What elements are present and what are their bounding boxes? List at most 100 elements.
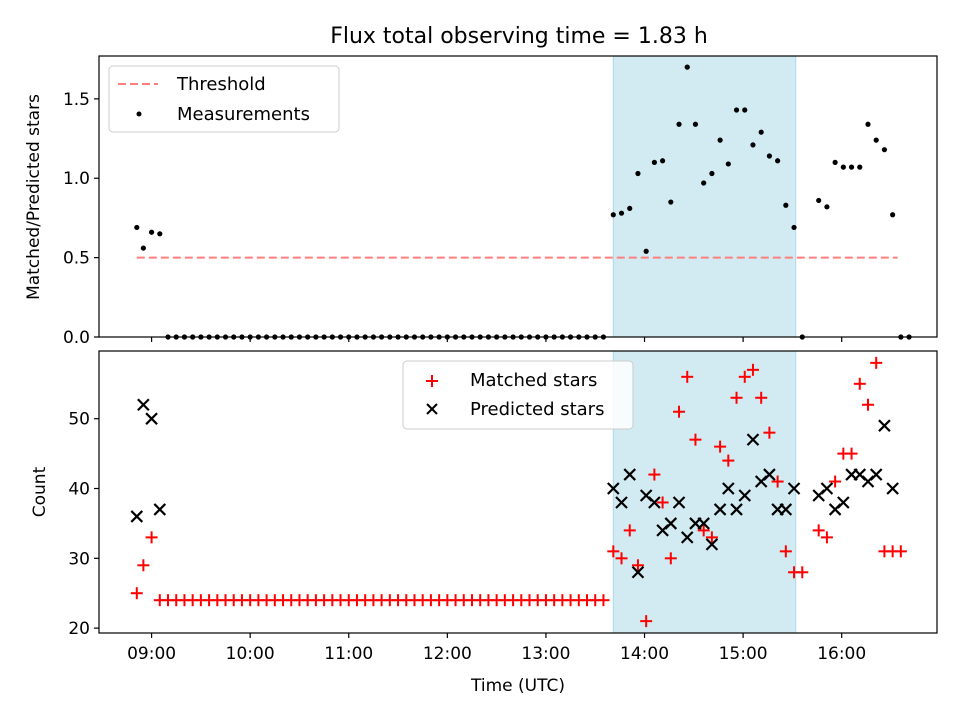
bottom-y-tick-label: 50 [68, 410, 90, 430]
bottom-y-tick-label: 20 [68, 619, 90, 639]
predicted-star-point [145, 412, 158, 425]
measurement-point [668, 199, 674, 205]
measurement-point [701, 180, 707, 186]
bottom-y-tick-label: 40 [68, 480, 90, 500]
matched-star-point [870, 356, 883, 369]
x-axis-label: Time (UTC) [470, 676, 565, 696]
top-y-tick-label: 0.5 [63, 249, 90, 269]
measurement-point [881, 147, 888, 153]
measurement-point [832, 159, 838, 165]
top-y-tick-label: 1.5 [63, 90, 90, 110]
bottom-y-axis-label: Count [30, 466, 50, 517]
measurement-point [659, 158, 666, 164]
x-tick-label: 13:00 [521, 644, 570, 664]
matched-star-point [615, 552, 628, 565]
top-axis-ticks: 0.0 0.5 1.0 1.5 [63, 90, 843, 348]
x-tick-label: 15:00 [719, 644, 768, 664]
measurement-point [840, 164, 846, 170]
top-y-tick-label: 1.0 [63, 169, 90, 189]
measurement-point [676, 121, 682, 127]
matched-star-point [631, 559, 644, 572]
predicted-star-point [763, 468, 776, 481]
measurement-point [848, 164, 855, 170]
predicted-star-point [623, 468, 637, 481]
matched-star-point [137, 559, 150, 572]
top-highlight-span [612, 55, 797, 338]
matched-star-point [796, 566, 809, 579]
predicted-star-point [886, 482, 899, 495]
measurement-point [651, 159, 657, 165]
matched-star-point [738, 370, 751, 383]
x-tick-label: 10:00 [226, 644, 275, 664]
measurement-point [816, 197, 822, 204]
predicted-legend-label: Predicted stars [470, 399, 604, 420]
predicted-star-point [705, 538, 719, 551]
measurement-point [717, 137, 723, 143]
measurement-point [750, 142, 756, 148]
matched-legend-swatch [426, 375, 438, 387]
matched-star-point [730, 391, 743, 404]
predicted-star-point [746, 433, 760, 446]
measurement-point [742, 107, 748, 113]
top-y-tick-label: 0.0 [63, 328, 90, 348]
predicted-star-point [153, 503, 167, 516]
predicted-star-point [648, 496, 661, 509]
matched-star-point [656, 496, 669, 509]
predicted-star-point [664, 517, 678, 530]
measurement-points [134, 64, 912, 340]
matched-star-point [664, 552, 677, 565]
matched-star-point [763, 426, 776, 439]
count-points [130, 356, 907, 628]
top-y-axis-label: Matched/Predicted stars [24, 94, 44, 300]
x-tick-label: 16:00 [817, 644, 866, 664]
matched-star-point [145, 531, 158, 544]
matched-star-point [779, 545, 792, 558]
measurement-point [618, 210, 625, 216]
matched-star-point [853, 377, 866, 390]
bottom-highlight-span [612, 350, 797, 634]
measurement-point [865, 121, 871, 127]
bottom-axis-ticks: 20 30 40 50 09:00 10:00 11:00 12:00 13:00 14:00 15… [68, 410, 866, 664]
predicted-star-point [607, 482, 620, 495]
measurement-point [733, 107, 740, 113]
predicted-star-point [722, 482, 735, 495]
predicted-star-point [779, 503, 793, 516]
x-tick-label: 12:00 [423, 644, 472, 664]
x-tick-label: 11:00 [324, 644, 373, 664]
measurement-point [140, 245, 146, 251]
matched-star-point [607, 545, 620, 558]
predicted-star-point [730, 503, 743, 516]
measurements-legend-swatch [136, 111, 142, 117]
predicted-star-point [680, 531, 694, 544]
measurement-point [635, 170, 641, 177]
predicted-star-point [631, 565, 645, 579]
x-tick-label: 09:00 [127, 644, 176, 664]
threshold-legend-label: Threshold [176, 74, 266, 95]
predicted-star-point [787, 482, 801, 495]
matched-star-point [746, 363, 759, 376]
matched-legend-label: Matched stars [470, 370, 597, 391]
matched-star-point [640, 615, 653, 628]
matched-star-point [130, 587, 143, 600]
predicted-star-point [130, 510, 144, 523]
matched-star-point [820, 531, 833, 544]
measurement-point [873, 137, 879, 143]
top-legend: Threshold Measurements [108, 65, 340, 133]
predicted-star-point [837, 496, 850, 509]
matched-star-point [623, 524, 636, 537]
matched-star-point [722, 454, 735, 467]
bottom-legend-box [402, 360, 634, 430]
matched-star-point [771, 475, 784, 488]
chart-title: Flux total observing time = 1.83 h [330, 24, 708, 49]
predicted-star-point [738, 489, 752, 502]
measurement-point [758, 129, 764, 135]
bottom-plot-frame [98, 350, 938, 634]
measurement-point [824, 204, 830, 210]
top-plot: 0.0 0.5 1.0 1.5 Matched/Predicted stars Thr… [24, 55, 938, 348]
measurement-point [890, 212, 896, 218]
bottom-plot: 20 30 40 50 09:00 10:00 11:00 12:00 13:00 14:00 15… [30, 350, 938, 696]
matched-star-point [597, 594, 610, 607]
measurement-point [692, 121, 699, 127]
matched-star-point [681, 370, 694, 383]
top-plot-frame [98, 55, 938, 338]
